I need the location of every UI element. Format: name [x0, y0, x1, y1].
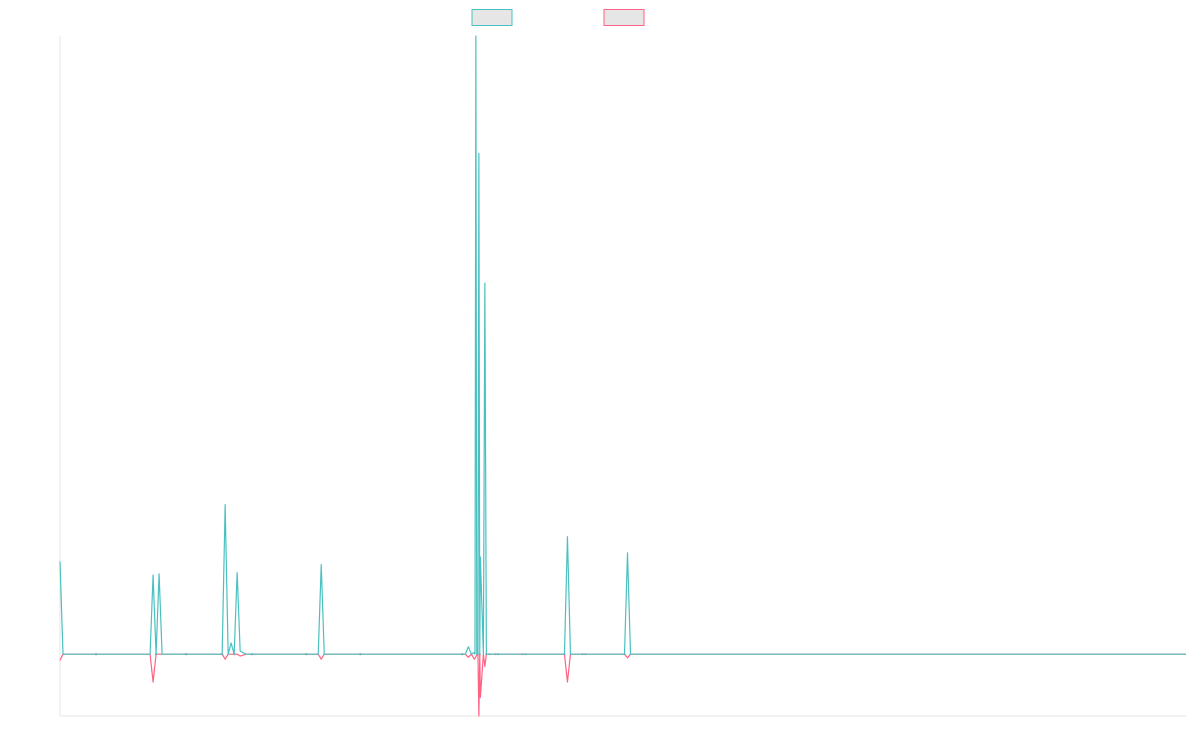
- series-0-point: [476, 652, 479, 656]
- series-line-0: [59, 35, 1186, 655]
- series-0-point: [359, 652, 362, 656]
- series-0-point: [524, 652, 527, 656]
- series-0-point: [461, 652, 464, 656]
- series-0-point: [220, 652, 224, 656]
- series-layer: [59, 35, 1186, 717]
- series-0-point: [154, 652, 158, 656]
- series-0-point: [305, 652, 308, 656]
- legend-swatch-1[interactable]: [603, 9, 645, 26]
- legend: [471, 9, 645, 26]
- series-0-point: [488, 652, 491, 656]
- legend-swatch-0[interactable]: [471, 9, 513, 26]
- series-0-point: [497, 652, 500, 656]
- series-0-point: [584, 652, 587, 656]
- series-0-point: [184, 652, 188, 656]
- series-0-point: [232, 652, 236, 656]
- series-line-1: [59, 653, 1186, 717]
- series-0-point: [250, 652, 254, 656]
- axes: [59, 36, 1186, 717]
- series-0-point: [94, 652, 98, 656]
